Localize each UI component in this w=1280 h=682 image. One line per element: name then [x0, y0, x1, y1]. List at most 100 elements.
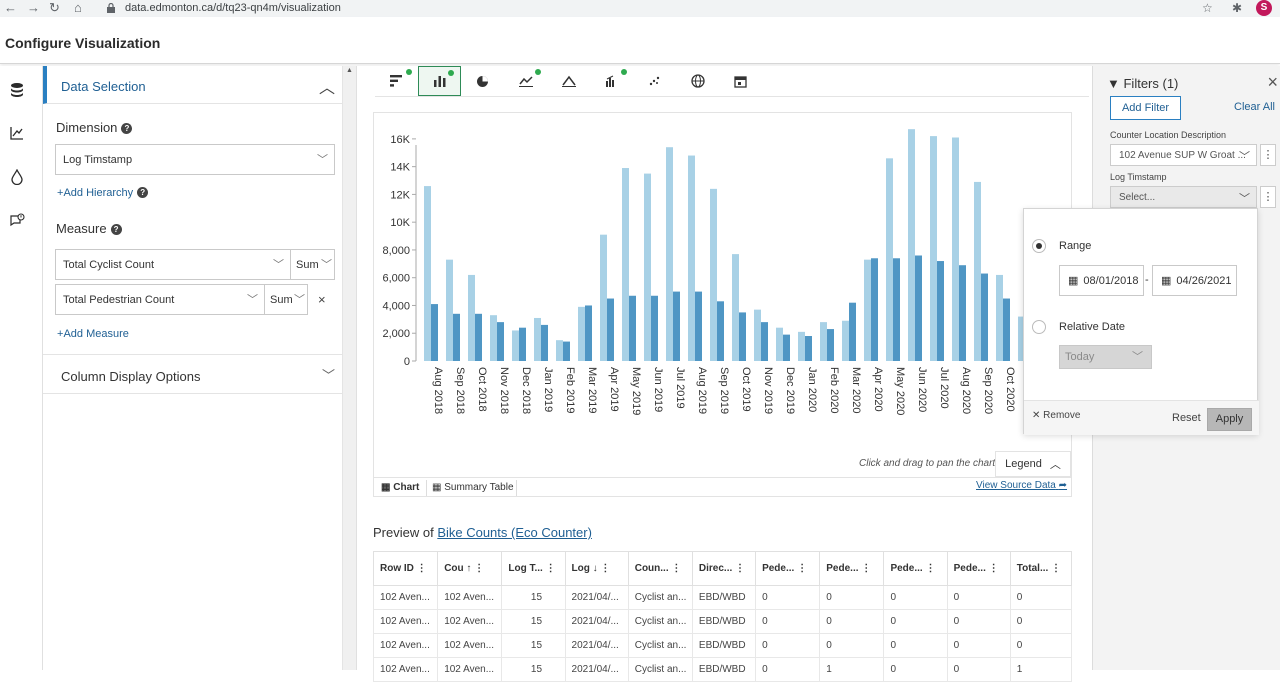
- bar[interactable]: [512, 330, 519, 361]
- bar[interactable]: [959, 265, 966, 361]
- column-menu-icon[interactable]: ⋮: [668, 563, 682, 574]
- relative-date-radio[interactable]: [1032, 320, 1046, 334]
- bar[interactable]: [431, 304, 438, 361]
- column-header[interactable]: Direc... ⋮: [691, 551, 757, 586]
- bar[interactable]: [585, 305, 592, 361]
- bar[interactable]: [974, 181, 981, 361]
- bar-horizontal-icon[interactable]: [375, 66, 418, 96]
- filter-kebab-menu-icon[interactable]: ⋮: [1260, 144, 1276, 166]
- forward-icon[interactable]: →: [27, 0, 40, 15]
- histogram-icon[interactable]: [590, 66, 633, 96]
- avatar[interactable]: S: [1256, 0, 1272, 16]
- clear-all-link[interactable]: Clear All: [1234, 101, 1275, 113]
- bar[interactable]: [732, 254, 739, 361]
- bar[interactable]: [666, 147, 673, 361]
- column-menu-icon[interactable]: ⋮: [471, 563, 485, 574]
- scroll-up-icon[interactable]: ▲: [346, 67, 353, 74]
- bar[interactable]: [534, 317, 541, 361]
- column-menu-icon[interactable]: ⋮: [922, 563, 936, 574]
- column-header[interactable]: Cou ↑ ⋮: [437, 551, 503, 586]
- bar[interactable]: [952, 137, 959, 361]
- color-drop-icon[interactable]: [6, 166, 28, 188]
- bar[interactable]: [996, 274, 1003, 361]
- column-header[interactable]: Pede... ⋮: [883, 551, 948, 586]
- bar[interactable]: [578, 306, 585, 361]
- bar[interactable]: [629, 295, 636, 361]
- legend-toggle-button[interactable]: Legend ︿: [995, 451, 1071, 477]
- chevron-down-icon[interactable]: ﹀: [321, 368, 335, 383]
- bar[interactable]: [761, 322, 768, 361]
- tab-summary-table[interactable]: ▦ Summary Table: [432, 482, 514, 493]
- bar[interactable]: [981, 273, 988, 361]
- bar[interactable]: [446, 259, 453, 361]
- bar[interactable]: [475, 313, 482, 361]
- pie-chart-icon[interactable]: [461, 66, 504, 96]
- bar[interactable]: [820, 322, 827, 361]
- column-header[interactable]: Total... ⋮: [1009, 551, 1073, 586]
- comment-info-icon[interactable]: [6, 209, 28, 231]
- relative-date-select[interactable]: Today ﹀: [1059, 345, 1152, 369]
- add-filter-button[interactable]: Add Filter: [1110, 96, 1181, 120]
- chevron-up-icon[interactable]: ︿: [318, 80, 335, 97]
- bar[interactable]: [1003, 298, 1010, 361]
- remove-measure-icon[interactable]: ×: [318, 292, 326, 307]
- bar[interactable]: [644, 173, 651, 361]
- column-header[interactable]: Pede... ⋮: [755, 551, 821, 586]
- filter-kebab-menu-icon[interactable]: ⋮: [1260, 186, 1276, 208]
- line-chart-icon[interactable]: [504, 66, 547, 96]
- column-header[interactable]: Coun... ⋮: [627, 551, 693, 586]
- apply-button[interactable]: Apply: [1207, 408, 1252, 431]
- column-header[interactable]: Row ID ⋮: [372, 551, 439, 586]
- column-menu-icon[interactable]: ⋮: [858, 563, 872, 574]
- column-menu-icon[interactable]: ⋮: [597, 563, 611, 574]
- url-text[interactable]: data.edmonton.ca/d/tq23-qn4m/visualizati…: [125, 2, 341, 14]
- bar[interactable]: [717, 301, 724, 361]
- timestamp-filter-select[interactable]: Select... ﹀: [1110, 186, 1257, 208]
- column-header[interactable]: Log ↓ ⋮: [564, 551, 629, 586]
- view-source-data-link[interactable]: View Source Data ➦: [976, 480, 1067, 491]
- calendar-icon[interactable]: [719, 66, 762, 96]
- column-menu-icon[interactable]: ⋮: [542, 563, 556, 574]
- bar[interactable]: [842, 320, 849, 361]
- date-to-input[interactable]: ▦ 04/26/2021: [1152, 265, 1237, 296]
- data-selection-header[interactable]: Data Selection ︿: [43, 66, 343, 104]
- help-icon[interactable]: ?: [137, 187, 149, 198]
- reset-button[interactable]: Reset: [1172, 412, 1201, 424]
- bar[interactable]: [886, 158, 893, 361]
- bar[interactable]: [600, 234, 607, 361]
- panel-scrollbar[interactable]: ▲: [343, 66, 357, 670]
- bar[interactable]: [754, 309, 761, 361]
- home-icon[interactable]: ⌂: [74, 0, 82, 15]
- chart-axis-icon[interactable]: [6, 122, 28, 144]
- bar[interactable]: [893, 258, 900, 361]
- close-icon[interactable]: ×: [1267, 72, 1278, 92]
- add-measure-link[interactable]: +Add Measure: [57, 328, 129, 340]
- remove-filter-button[interactable]: ✕ Remove: [1032, 410, 1080, 421]
- bar[interactable]: [1018, 316, 1025, 361]
- bar[interactable]: [798, 331, 805, 361]
- bar[interactable]: [688, 155, 695, 361]
- bar[interactable]: [468, 274, 475, 361]
- bar[interactable]: [563, 341, 570, 361]
- bar[interactable]: [915, 255, 922, 361]
- back-icon[interactable]: ←: [4, 0, 17, 15]
- column-header[interactable]: Pede... ⋮: [946, 551, 1011, 586]
- bar[interactable]: [607, 298, 614, 361]
- column-header[interactable]: Pede... ⋮: [819, 551, 885, 586]
- range-radio[interactable]: [1032, 239, 1046, 253]
- add-hierarchy-link[interactable]: +Add Hierarchy?: [57, 187, 149, 199]
- column-chart[interactable]: 0 2,000 4,000 6,000 8,000 10K 12K 14K 16K Aug 201…: [374, 113, 1073, 453]
- dimension-select[interactable]: Log Timstamp ﹀: [55, 144, 335, 175]
- reload-icon[interactable]: ↻: [49, 0, 60, 15]
- bar[interactable]: [695, 291, 702, 361]
- column-header[interactable]: Log T... ⋮: [501, 551, 566, 586]
- bar[interactable]: [827, 329, 834, 361]
- column-display-options[interactable]: Column Display Options ﹀: [43, 354, 343, 394]
- bar[interactable]: [673, 291, 680, 361]
- bar[interactable]: [776, 327, 783, 361]
- column-menu-icon[interactable]: ⋮: [413, 563, 427, 574]
- column-menu-icon[interactable]: ⋮: [1048, 563, 1062, 574]
- globe-map-icon[interactable]: [676, 66, 719, 96]
- bar[interactable]: [739, 312, 746, 361]
- bar[interactable]: [497, 322, 504, 361]
